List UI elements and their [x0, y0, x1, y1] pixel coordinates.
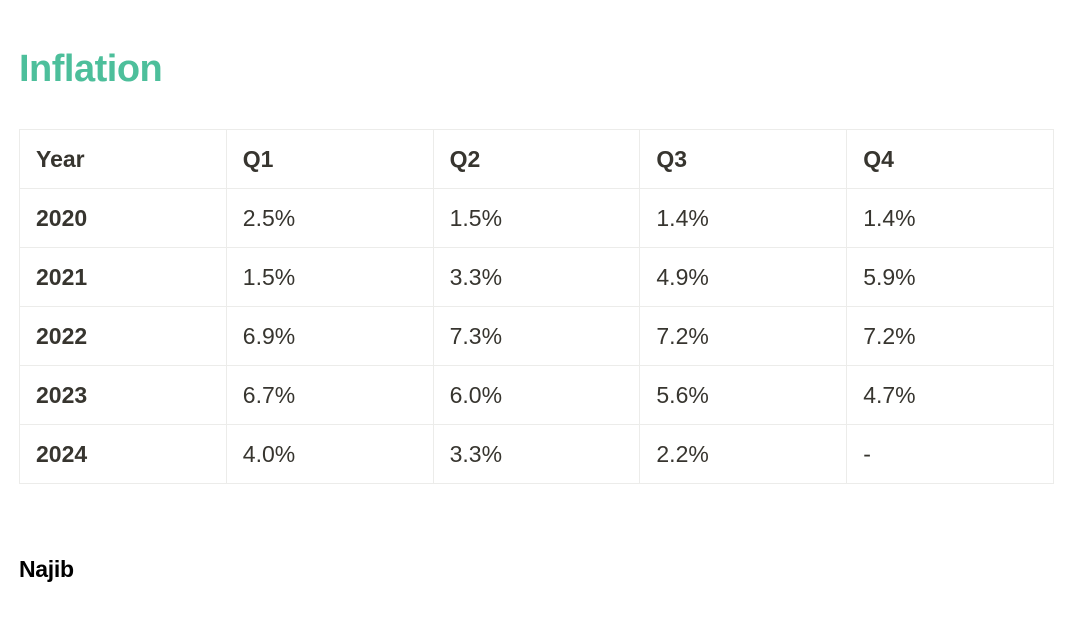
year-cell: 2022: [19, 306, 227, 366]
column-header-q2: Q2: [432, 129, 641, 189]
year-cell: 2024: [19, 424, 227, 484]
table-cell: 5.9%: [846, 247, 1054, 307]
column-header-q3: Q3: [639, 129, 848, 189]
table-cell: 6.0%: [432, 365, 641, 425]
year-cell: 2020: [19, 188, 227, 248]
table-row: 2024 4.0% 3.3% 2.2% -: [19, 424, 1054, 484]
table-cell: 6.9%: [225, 306, 434, 366]
column-header-q1: Q1: [225, 129, 434, 189]
table-cell: 7.2%: [846, 306, 1054, 366]
table-header-row: Year Q1 Q2 Q3 Q4: [19, 129, 1054, 189]
year-cell: 2023: [19, 365, 227, 425]
table-row: 2023 6.7% 6.0% 5.6% 4.7%: [19, 365, 1054, 425]
year-cell: 2021: [19, 247, 227, 307]
table-cell: 3.3%: [432, 247, 641, 307]
table-cell: 2.5%: [225, 188, 434, 248]
column-header-q4: Q4: [846, 129, 1054, 189]
table-row: 2020 2.5% 1.5% 1.4% 1.4%: [19, 188, 1054, 248]
table-cell: 7.2%: [639, 306, 848, 366]
table-cell: 4.0%: [225, 424, 434, 484]
column-header-year: Year: [19, 129, 227, 189]
author-name: Najib: [19, 556, 74, 582]
table-row: 2022 6.9% 7.3% 7.2% 7.2%: [19, 306, 1054, 366]
table-cell: 7.3%: [432, 306, 641, 366]
table-cell: 3.3%: [432, 424, 641, 484]
table-cell: 4.7%: [846, 365, 1054, 425]
table-cell: -: [846, 424, 1054, 484]
table-cell: 1.4%: [639, 188, 848, 248]
table-row: 2021 1.5% 3.3% 4.9% 5.9%: [19, 247, 1054, 307]
table-cell: 1.5%: [432, 188, 641, 248]
table-cell: 4.9%: [639, 247, 848, 307]
inflation-table: Year Q1 Q2 Q3 Q4 2020 2.5% 1.5% 1.4% 1.4…: [19, 129, 1054, 484]
table-cell: 6.7%: [225, 365, 434, 425]
table-cell: 1.4%: [846, 188, 1054, 248]
table-cell: 1.5%: [225, 247, 434, 307]
table-cell: 2.2%: [639, 424, 848, 484]
table-cell: 5.6%: [639, 365, 848, 425]
page-title: Inflation: [19, 48, 163, 90]
